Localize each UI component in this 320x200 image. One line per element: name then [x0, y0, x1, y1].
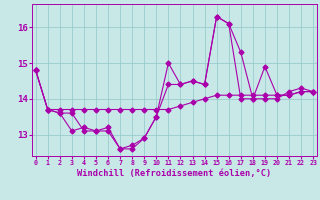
X-axis label: Windchill (Refroidissement éolien,°C): Windchill (Refroidissement éolien,°C)	[77, 169, 272, 178]
